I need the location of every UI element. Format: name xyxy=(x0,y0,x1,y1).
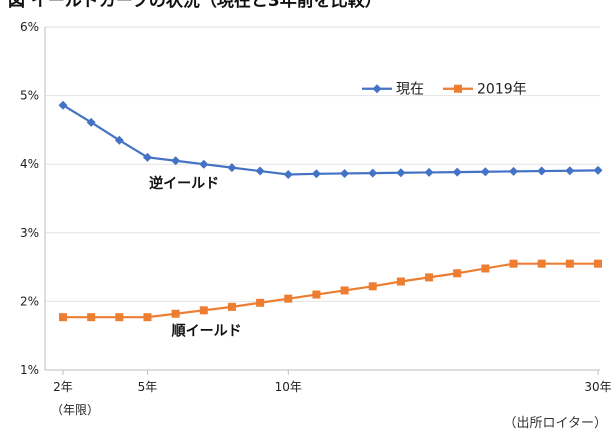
chart-title: 図 イールドカーブの状況（現在と3年前を比較） xyxy=(8,0,382,11)
data-point xyxy=(565,166,575,176)
y-tick-label: 2% xyxy=(20,294,39,308)
annotation-1: 順イールド xyxy=(172,324,242,340)
data-point xyxy=(311,169,321,179)
data-point xyxy=(171,156,181,166)
data-point xyxy=(284,294,293,303)
series-line-1 xyxy=(63,262,598,319)
source-note: （出所ロイター） xyxy=(503,416,607,431)
grid xyxy=(45,26,600,302)
y-tick-label: 5% xyxy=(20,89,39,103)
data-point xyxy=(227,302,236,311)
data-point xyxy=(58,100,68,110)
x-tick-label: 2年 xyxy=(53,380,73,394)
data-point xyxy=(86,117,96,127)
data-point xyxy=(396,168,406,178)
axes: 1% 2% 3% 4% 5% 6% 2年 5年 10年 30年 （年限） xyxy=(20,20,612,417)
legend-marker xyxy=(454,84,462,93)
data-point xyxy=(142,152,152,162)
data-point xyxy=(87,313,96,322)
legend-marker xyxy=(372,84,382,94)
data-point xyxy=(283,169,293,179)
series-layer xyxy=(58,100,603,322)
data-point xyxy=(340,286,349,295)
data-point xyxy=(115,313,124,322)
data-point xyxy=(255,166,265,176)
data-point xyxy=(368,168,378,178)
y-tick-label: 6% xyxy=(20,20,39,34)
data-point xyxy=(481,264,490,273)
data-point xyxy=(565,259,574,268)
x-tick-label: 10年 xyxy=(275,380,302,394)
data-point xyxy=(59,313,67,322)
data-point xyxy=(453,269,462,278)
legend: 現在 2019年 xyxy=(362,82,527,98)
data-point xyxy=(143,313,152,322)
data-point xyxy=(425,273,434,282)
series-line-0 xyxy=(62,104,599,176)
data-point xyxy=(199,306,208,315)
data-point xyxy=(537,166,547,176)
data-point xyxy=(593,165,603,175)
x-axis-label: （年限） xyxy=(51,403,99,417)
data-point xyxy=(114,135,124,145)
legend-label: 現在 xyxy=(396,82,424,98)
data-point xyxy=(171,309,180,318)
x-tick-label: 30年 xyxy=(584,380,611,394)
y-tick-label: 1% xyxy=(20,363,39,377)
data-point xyxy=(227,163,237,173)
data-point xyxy=(424,167,434,177)
data-point xyxy=(509,166,519,176)
data-point xyxy=(340,168,350,178)
x-tick-label: 5年 xyxy=(138,380,158,394)
data-point xyxy=(594,259,602,268)
data-point xyxy=(480,167,490,177)
data-point xyxy=(312,290,321,299)
y-tick-label: 3% xyxy=(20,226,39,240)
data-point xyxy=(537,259,546,268)
annotation-0: 逆イールド xyxy=(149,175,219,192)
data-point xyxy=(509,259,518,268)
data-point xyxy=(396,277,405,286)
data-point xyxy=(452,167,462,177)
y-tick-label: 4% xyxy=(20,157,39,171)
data-point xyxy=(256,298,265,307)
legend-label: 2019年 xyxy=(477,82,527,98)
data-point xyxy=(368,282,377,291)
data-point xyxy=(199,159,209,169)
